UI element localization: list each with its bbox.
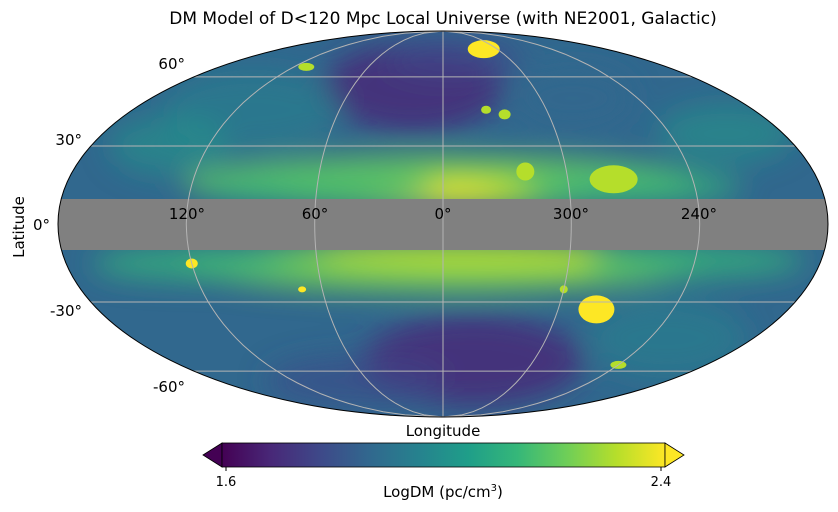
lon-tick-label: 60° (302, 205, 329, 223)
colorbar-gradient (221, 442, 666, 468)
chart-title: DM Model of D<120 Mpc Local Universe (wi… (169, 9, 717, 29)
lon-tick-label: 300° (553, 205, 589, 223)
dm-region (383, 37, 524, 78)
dm-region (512, 68, 633, 129)
dm-bright-spot (589, 165, 638, 194)
meridian-gridline (185, 31, 444, 417)
dm-bright-spot (298, 62, 315, 71)
dm-bright-spot (481, 105, 492, 114)
dm-bright-spot (578, 295, 615, 324)
map-outline (57, 30, 829, 418)
lat-tick-label: 60° (158, 55, 185, 73)
latitude-tick-labels: 60° 30° 0° -30° -60° (33, 55, 185, 396)
dm-region (265, 356, 446, 407)
colorbar-label: LogDM (pc/cm3) (383, 483, 503, 501)
meridian-gridline (442, 31, 572, 417)
longitude-tick-labels: 120° 60° 0° 300° 240° (169, 205, 717, 223)
dm-bright-spot (498, 109, 511, 120)
lon-tick-label: 0° (434, 205, 451, 223)
sky-map: 120° 60° 0° 300° 240° 60° 30° 0° -30° -6… (33, 30, 829, 418)
dm-bright-spot (298, 286, 307, 293)
x-axis-label: Longitude (406, 422, 481, 440)
dm-bright-spot (467, 40, 500, 59)
colorbar-min-label: 1.6 (216, 475, 237, 490)
lat-tick-label: -60° (153, 378, 185, 396)
colorbar-extend-min (202, 442, 223, 468)
colorbar-extend-max (664, 442, 685, 468)
y-axis-label: Latitude (10, 196, 28, 258)
meridian-gridline (314, 31, 444, 417)
lon-tick-label: 120° (169, 205, 205, 223)
lat-tick-label: 30° (55, 131, 82, 149)
colorbar: 1.6 2.4 LogDM (pc/cm3) (202, 442, 685, 501)
graticule (90, 31, 796, 417)
meridian-gridline (442, 31, 701, 417)
dm-bright-spot (516, 162, 535, 181)
lon-tick-label: 240° (681, 205, 717, 223)
lat-tick-label: -30° (50, 302, 82, 320)
colorbar-max-label: 2.4 (651, 475, 672, 490)
dm-diffuse-structure (91, 37, 805, 407)
dm-region (656, 103, 797, 164)
lat-tick-label: 0° (33, 216, 50, 234)
